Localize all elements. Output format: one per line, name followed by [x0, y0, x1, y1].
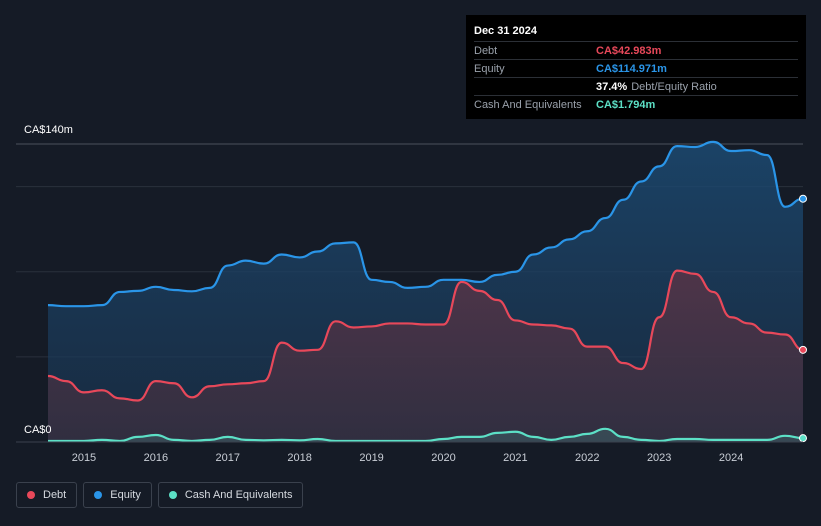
legend-debt-label: Debt: [43, 489, 67, 501]
debt-end-marker: [799, 345, 807, 354]
x-tick-label: 2018: [287, 452, 311, 464]
legend-item-cash[interactable]: Cash And Equivalents: [157, 482, 304, 508]
tooltip-equity-value: CA$114.971m: [596, 62, 667, 75]
debt-dot-icon: [27, 491, 35, 499]
tooltip-ratio-suffix: Debt/Equity Ratio: [631, 80, 717, 93]
x-tick-label: 2016: [144, 452, 168, 464]
x-tick-label: 2023: [647, 452, 671, 464]
cash-line: [48, 427, 804, 443]
tooltip-row-ratio: 37.4% Debt/Equity Ratio: [474, 77, 798, 95]
debt-area: [48, 270, 803, 442]
x-tick-label: 2015: [72, 452, 96, 464]
x-tick-label: 2020: [431, 452, 455, 464]
tooltip-debt-value: CA$42.983m: [596, 44, 662, 57]
tooltip-row-debt: Debt CA$42.983m: [474, 41, 798, 59]
data-tooltip: Dec 31 2024 Debt CA$42.983m Equity CA$11…: [466, 15, 806, 119]
tooltip-cash-label: Cash And Equivalents: [474, 98, 582, 111]
equity-line: [47, 140, 804, 308]
equity-dot-icon: [94, 491, 103, 499]
cash-dot-icon: [168, 491, 177, 499]
legend-equity-label: Equity: [110, 489, 141, 501]
legend-item-equity[interactable]: Equity: [83, 482, 152, 508]
y-axis-bottom-label: CA$0: [24, 424, 52, 436]
chart-legend: Debt Equity Cash And Equivalents: [16, 482, 309, 508]
tooltip-equity-label: Equity: [474, 62, 505, 75]
tooltip-ratio-value: 37.4%: [596, 80, 628, 93]
x-tick-label: 2019: [359, 452, 383, 464]
equity-end-marker: [799, 194, 807, 203]
x-tick-label: 2022: [575, 452, 599, 464]
tooltip-row-equity: Equity CA$114.971m: [474, 59, 798, 77]
legend-cash-label: Cash And Equivalents: [184, 489, 293, 501]
tooltip-row-cash: Cash And Equivalents CA$1.794m: [474, 95, 798, 113]
tooltip-cash-value: CA$1.794m: [596, 98, 656, 111]
tooltip-date: Dec 31 2024: [474, 25, 537, 37]
tooltip-debt-label: Debt: [474, 44, 498, 57]
debt-line: [47, 269, 804, 402]
x-tick-label: 2024: [719, 452, 743, 464]
cash-end-marker: [799, 434, 807, 443]
x-tick-label: 2017: [216, 452, 240, 464]
y-axis-top-label: CA$140m: [24, 124, 73, 136]
x-tick-label: 2021: [503, 452, 527, 464]
legend-item-debt[interactable]: Debt: [16, 482, 78, 508]
